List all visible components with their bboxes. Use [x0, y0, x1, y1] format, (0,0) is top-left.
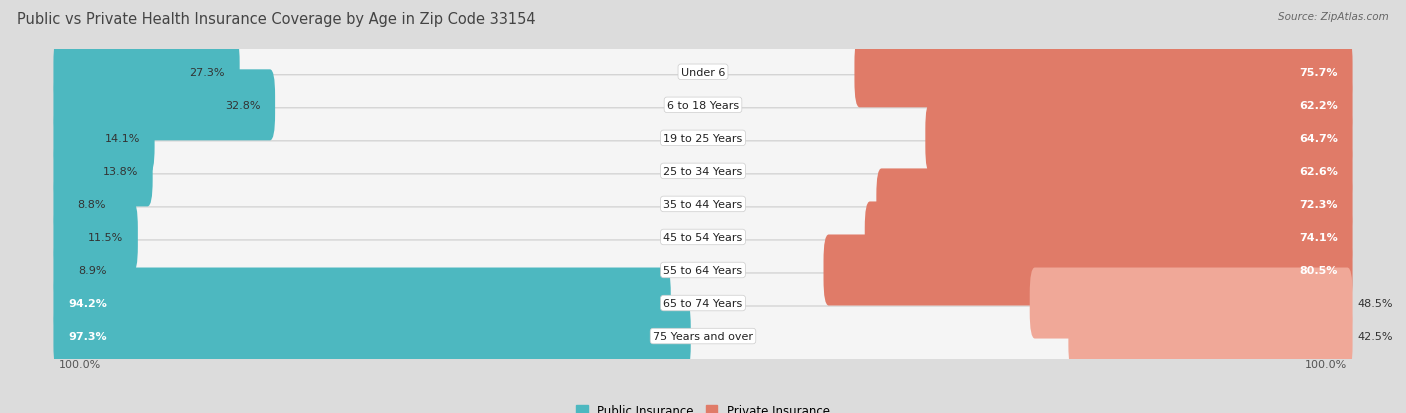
Text: 62.2%: 62.2%: [1299, 101, 1337, 111]
Text: 25 to 34 Years: 25 to 34 Years: [664, 166, 742, 176]
FancyBboxPatch shape: [55, 109, 1351, 169]
FancyBboxPatch shape: [55, 306, 1351, 366]
FancyBboxPatch shape: [53, 70, 276, 141]
Text: 75 Years and over: 75 Years and over: [652, 331, 754, 341]
Text: 74.1%: 74.1%: [1299, 233, 1337, 242]
Text: 42.5%: 42.5%: [1357, 331, 1392, 341]
FancyBboxPatch shape: [53, 103, 155, 174]
FancyBboxPatch shape: [55, 273, 1351, 333]
FancyBboxPatch shape: [925, 103, 1353, 174]
FancyBboxPatch shape: [865, 202, 1353, 273]
Text: 45 to 54 Years: 45 to 54 Years: [664, 233, 742, 242]
FancyBboxPatch shape: [824, 235, 1353, 306]
FancyBboxPatch shape: [55, 174, 1351, 235]
Text: 8.8%: 8.8%: [77, 199, 105, 209]
Text: 13.8%: 13.8%: [103, 166, 138, 176]
Text: 14.1%: 14.1%: [104, 133, 139, 144]
FancyBboxPatch shape: [53, 202, 138, 273]
Legend: Public Insurance, Private Insurance: Public Insurance, Private Insurance: [571, 399, 835, 413]
FancyBboxPatch shape: [55, 43, 1351, 102]
Text: Source: ZipAtlas.com: Source: ZipAtlas.com: [1278, 12, 1389, 22]
Text: 6 to 18 Years: 6 to 18 Years: [666, 101, 740, 111]
Text: 72.3%: 72.3%: [1299, 199, 1337, 209]
Text: 100.0%: 100.0%: [59, 359, 101, 369]
Text: 27.3%: 27.3%: [190, 68, 225, 78]
Text: 75.7%: 75.7%: [1299, 68, 1337, 78]
FancyBboxPatch shape: [53, 301, 690, 372]
Text: 48.5%: 48.5%: [1357, 298, 1392, 308]
Text: 97.3%: 97.3%: [69, 331, 107, 341]
Text: 32.8%: 32.8%: [225, 101, 260, 111]
FancyBboxPatch shape: [942, 70, 1353, 141]
FancyBboxPatch shape: [53, 169, 121, 240]
FancyBboxPatch shape: [53, 235, 121, 306]
Text: Public vs Private Health Insurance Coverage by Age in Zip Code 33154: Public vs Private Health Insurance Cover…: [17, 12, 536, 27]
Text: Under 6: Under 6: [681, 68, 725, 78]
FancyBboxPatch shape: [1069, 301, 1353, 372]
Text: 8.9%: 8.9%: [77, 265, 107, 275]
Text: 62.6%: 62.6%: [1299, 166, 1337, 176]
FancyBboxPatch shape: [1029, 268, 1353, 339]
FancyBboxPatch shape: [53, 37, 239, 108]
FancyBboxPatch shape: [876, 169, 1353, 240]
Text: 19 to 25 Years: 19 to 25 Years: [664, 133, 742, 144]
Text: 94.2%: 94.2%: [69, 298, 107, 308]
FancyBboxPatch shape: [55, 207, 1351, 267]
FancyBboxPatch shape: [53, 268, 671, 339]
Text: 64.7%: 64.7%: [1299, 133, 1337, 144]
Text: 11.5%: 11.5%: [87, 233, 124, 242]
Text: 55 to 64 Years: 55 to 64 Years: [664, 265, 742, 275]
Text: 35 to 44 Years: 35 to 44 Years: [664, 199, 742, 209]
FancyBboxPatch shape: [53, 136, 153, 207]
FancyBboxPatch shape: [855, 37, 1353, 108]
FancyBboxPatch shape: [55, 240, 1351, 300]
Text: 80.5%: 80.5%: [1299, 265, 1337, 275]
FancyBboxPatch shape: [939, 136, 1353, 207]
FancyBboxPatch shape: [55, 142, 1351, 202]
FancyBboxPatch shape: [55, 76, 1351, 135]
Text: 100.0%: 100.0%: [1305, 359, 1347, 369]
Text: 65 to 74 Years: 65 to 74 Years: [664, 298, 742, 308]
